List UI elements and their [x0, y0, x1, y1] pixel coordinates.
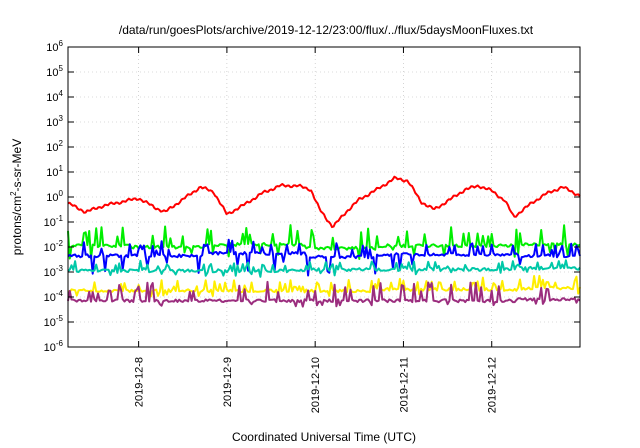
- y-tick-label: 100: [46, 189, 63, 204]
- y-tick-label: 10-4: [44, 289, 64, 304]
- y-tick-label: 103: [46, 114, 63, 129]
- x-tick-label: 2019-12-11: [398, 357, 410, 412]
- grid: [68, 47, 580, 347]
- y-tick-label: 106: [46, 39, 63, 54]
- y-tick-label: 10-5: [44, 314, 64, 329]
- x-axis-label: Coordinated Universal Time (UTC): [232, 430, 416, 444]
- x-tick-label: 2019-12-8: [134, 357, 146, 407]
- x-axis-ticks: 2019-12-8 2019-12-9 2019-12-10 2019-12-11 20…: [134, 47, 499, 413]
- y-axis-ticks: 10-6 10-5 10-4 10-3 10-2 10-1 100 101 102 103 104 1…: [44, 39, 580, 354]
- series-line-3: [67, 238, 581, 277]
- y-tick-label: 10-2: [44, 239, 64, 254]
- series-line-4: [67, 259, 581, 278]
- y-tick-label: 10-1: [44, 214, 64, 229]
- x-tick-label: 2019-12-12: [487, 357, 499, 413]
- series-line-1: [67, 175, 581, 229]
- chart-title: /data/run/goesPlots/archive/2019-12-12/2…: [119, 23, 534, 37]
- y-tick-label: 10-3: [44, 264, 64, 279]
- y-axis-label: protons/cm2-s-sr-MeV: [9, 139, 24, 255]
- series-group: [67, 175, 581, 308]
- x-tick-label: 2019-12-9: [222, 357, 234, 407]
- series-line-6: [67, 280, 581, 308]
- plot-frame: [67, 46, 581, 348]
- x-tick-label: 2019-12-10: [310, 357, 322, 413]
- series-line-5: [67, 274, 581, 298]
- y-tick-label: 10-6: [44, 339, 64, 354]
- series-line-2: [67, 224, 581, 260]
- y-tick-label: 104: [46, 89, 63, 104]
- y-label-rest: -s-sr-MeV: [10, 139, 24, 192]
- y-tick-label: 105: [46, 64, 63, 79]
- y-label-base: protons/cm: [10, 196, 24, 255]
- y-tick-label: 101: [46, 164, 63, 179]
- y-tick-label: 102: [46, 139, 63, 154]
- y-label-sup: 2: [9, 191, 18, 196]
